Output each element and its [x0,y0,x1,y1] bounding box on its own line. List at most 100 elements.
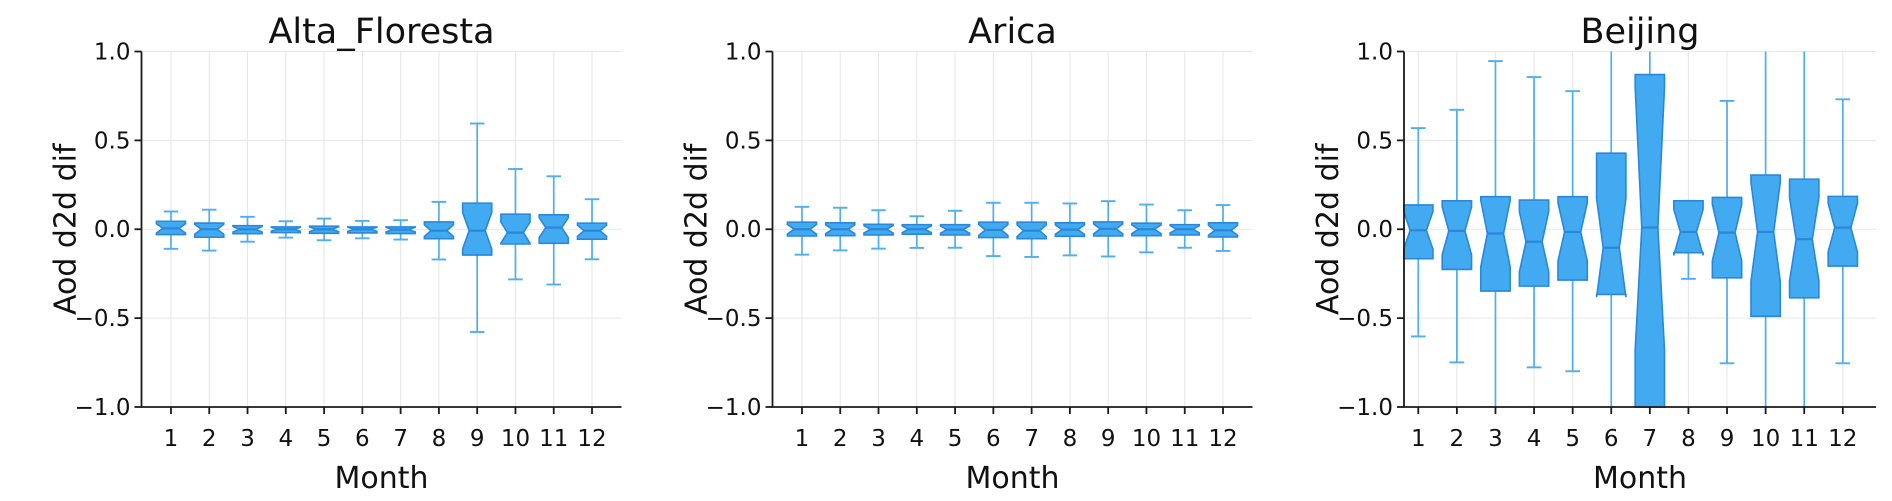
box-month-8 [423,200,455,261]
x-tick-label: 6 [1604,426,1619,452]
y-axis-label: Aod d2d dif [1311,142,1346,315]
y-tick-label: 1.0 [94,40,131,66]
notched-box [538,214,570,245]
subplot-title: Alta_Floresta [268,12,494,52]
x-axis-label: Month [334,461,428,496]
x-tick-label: 8 [432,426,447,452]
box-month-2 [824,206,856,252]
box-month-12 [1207,204,1239,252]
plot-boxes [155,122,608,333]
x-tick-label: 6 [355,426,370,452]
x-tick-label: 8 [1681,426,1696,452]
notched-box [461,202,493,256]
box-month-6 [1596,51,1628,407]
y-tick-label: 0.0 [94,217,131,243]
notched-box [1596,152,1628,298]
x-tick-label: 2 [833,426,848,452]
x-tick-label: 7 [1024,426,1039,452]
x-tick-label: 10 [1751,426,1780,452]
notched-box [1403,204,1435,260]
x-tick-label: 3 [240,426,255,452]
y-tick-label: 0.0 [1357,217,1394,243]
notched-box [1518,199,1550,287]
box-month-1 [155,210,187,250]
x-tick-label: 10 [1131,426,1160,452]
box-month-10 [1130,203,1162,254]
box-month-10 [1750,51,1782,407]
y-tick-label: −1.0 [1337,395,1393,421]
subplot-alta-floresta: Alta_Floresta 1.0 0.5 0.0 −0.5 −1.0 1 2 3 4 5 6 7 8 9 1… [0,0,631,501]
box-month-2 [193,208,225,252]
x-axis-label: Month [965,461,1059,496]
box-month-5 [308,217,340,242]
x-tick-label: 1 [794,426,809,452]
x-tick-label: 11 [1170,426,1199,452]
subplot-arica: Arica 1.0 0.5 0.0 −0.5 −1.0 1 2 3 4 5 6 7 8 9 10 11 12 Mon… [631,0,1262,501]
y-tick-label: −1.0 [705,395,761,421]
box-month-7 [1015,201,1047,258]
axes [765,50,1253,414]
notched-box [1750,174,1782,318]
subplot-title: Arica [968,12,1057,52]
x-tick-label: 12 [577,426,606,452]
box-month-1 [1403,127,1435,338]
box-month-7 [385,219,416,241]
notched-box [1557,195,1589,281]
x-tick-label: 7 [393,426,408,452]
x-axis-label: Month [1593,461,1687,496]
x-tick-label: 3 [1488,426,1503,452]
x-tick-label: 5 [1566,426,1581,452]
y-tick-label: −0.5 [705,306,761,332]
axes [134,50,622,414]
box-month-8 [1054,202,1085,257]
x-tick-label: 4 [278,426,293,452]
x-tick-label: 12 [1828,426,1857,452]
subplot-title: Beijing [1581,12,1700,52]
x-tick-label: 4 [1527,426,1542,452]
x-tick-label: 1 [164,426,179,452]
notched-box [500,213,531,245]
x-tick-label: 11 [1790,426,1819,452]
box-month-8 [1673,199,1705,280]
box-month-12 [1827,98,1859,365]
box-month-9 [1711,99,1743,365]
x-tick-label: 6 [986,426,1001,452]
x-tick-label: 5 [947,426,962,452]
y-tick-label: −0.5 [1337,306,1393,332]
subplot-beijing: Beijing 1.0 0.5 0.0 −0.5 −1.0 1 2 3 4 5 6 7 8 9 10 11 12 M… [1261,0,1892,501]
x-tick-label: 9 [470,426,485,452]
box-month-6 [347,219,378,240]
y-tick-label: −0.5 [75,306,131,332]
box-month-1 [786,205,817,256]
box-month-9 [461,122,493,333]
y-tick-label: 0.0 [725,217,762,243]
y-tick-label: −1.0 [75,395,131,421]
box-month-6 [977,201,1009,258]
axes [1397,50,1877,414]
box-month-3 [1480,60,1512,407]
y-axis-label: Aod d2d dif [48,142,83,315]
notched-box [1827,195,1859,267]
plot-boxes [1403,51,1859,408]
x-tick-label: 10 [501,426,530,452]
box-month-12 [576,198,608,261]
notched-box [1441,200,1473,271]
plot-boxes [786,200,1239,258]
y-axis-label: Aod d2d dif [679,142,714,315]
box-month-3 [232,215,263,243]
x-tick-label: 2 [202,426,217,452]
box-month-5 [939,209,971,249]
box-month-11 [538,175,570,286]
y-tick-label: 0.5 [1357,128,1394,154]
x-tick-label: 5 [317,426,332,452]
notched-box [1711,196,1743,279]
box-month-4 [270,220,302,239]
box-month-7 [1634,51,1666,408]
y-tick-label: 0.5 [725,128,762,154]
x-tick-label: 4 [909,426,924,452]
box-month-4 [901,215,932,249]
y-tick-label: 1.0 [1357,40,1394,66]
